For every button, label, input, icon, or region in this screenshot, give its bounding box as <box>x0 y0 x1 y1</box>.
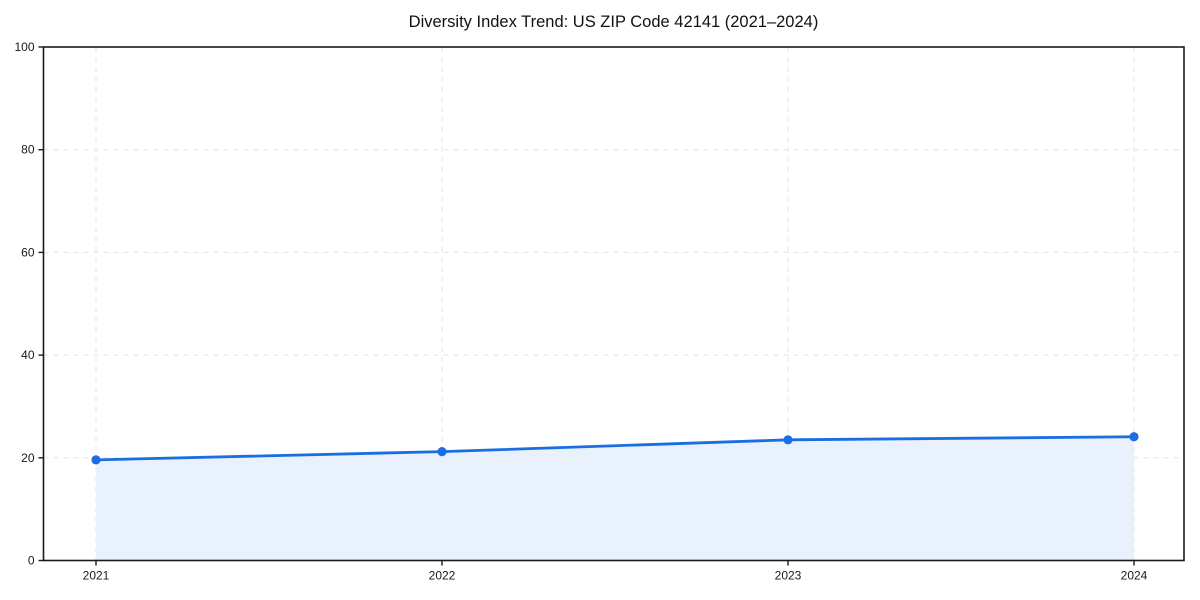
x-tick-label: 2024 <box>1121 569 1148 583</box>
series-line <box>94 435 1136 462</box>
y-tick-label: 20 <box>21 451 35 465</box>
y-tick-label: 0 <box>28 554 35 568</box>
chart-title: Diversity Index Trend: US ZIP Code 42141… <box>408 13 819 31</box>
y-tick-label: 100 <box>14 40 34 54</box>
y-tick-label: 80 <box>21 143 35 157</box>
data-point-marker <box>437 447 447 457</box>
x-tick-label: 2022 <box>429 569 456 583</box>
data-point-marker <box>91 455 101 465</box>
series-area-fill <box>96 436 1134 561</box>
data-point-marker <box>1129 432 1139 442</box>
y-tick-label: 60 <box>21 245 35 259</box>
x-tick-label: 2021 <box>83 569 110 583</box>
x-tick-label: 2023 <box>775 569 802 583</box>
plot-spines <box>42 46 1185 562</box>
data-point-marker <box>783 435 793 445</box>
y-tick-label: 40 <box>21 348 35 362</box>
